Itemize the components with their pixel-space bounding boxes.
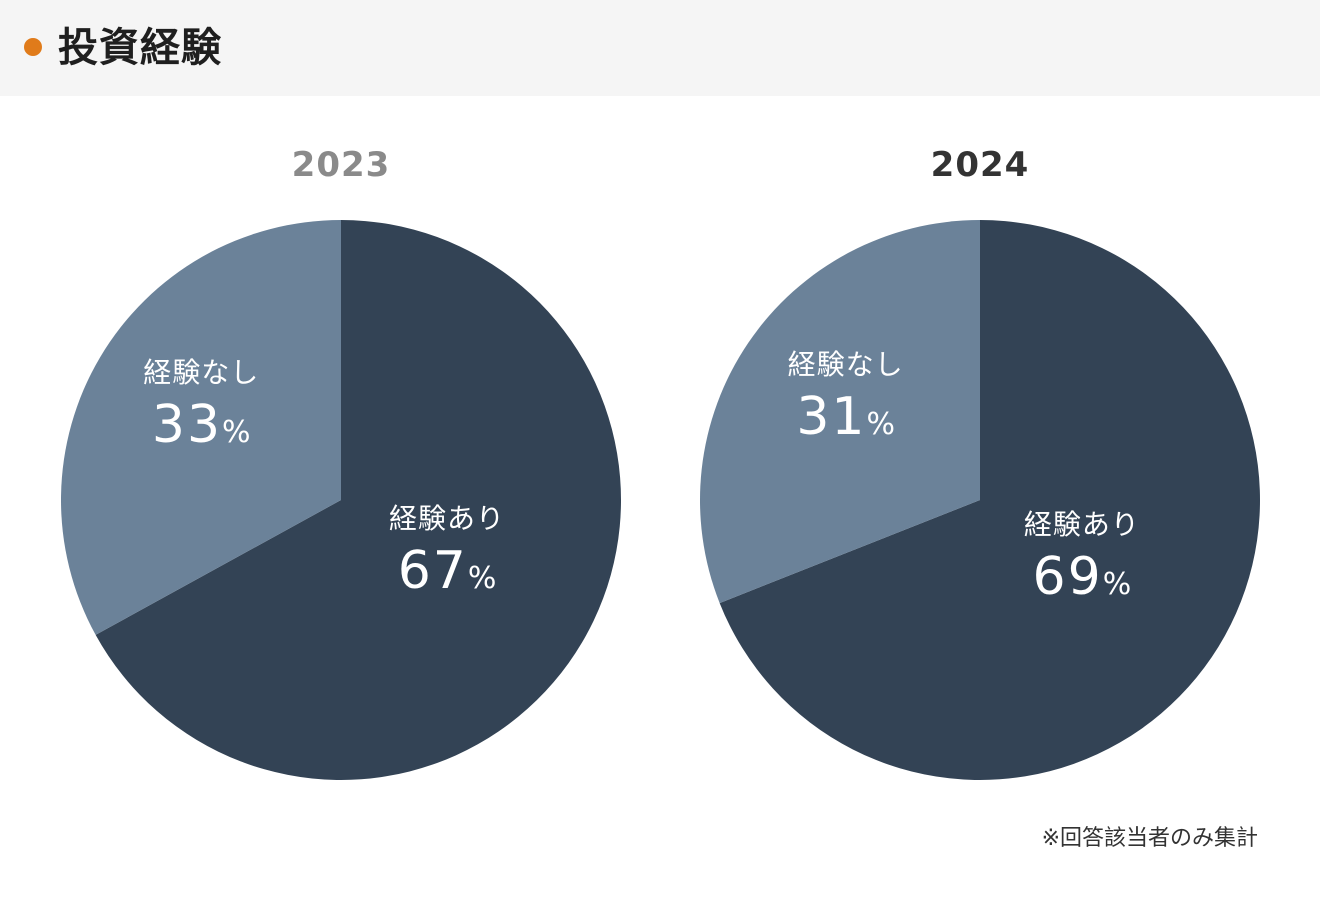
slice-unit: % bbox=[1102, 567, 1132, 603]
slice-value: 31% bbox=[736, 389, 956, 457]
slice-number: 33 bbox=[151, 395, 223, 456]
slice-unit: % bbox=[866, 406, 896, 442]
pie-svg bbox=[61, 220, 621, 780]
chart-title: 2024 bbox=[930, 145, 1030, 185]
pie-slice-experience bbox=[95, 220, 621, 780]
slice-number: 31 bbox=[796, 386, 867, 447]
chart-title: 2023 bbox=[291, 145, 391, 185]
page-title: 投資経験 bbox=[58, 25, 222, 71]
slice-label-experience: 経験あり 69% bbox=[972, 507, 1192, 617]
slice-label-no-experience: 経験なし 33% bbox=[91, 355, 311, 465]
slice-name: 経験あり bbox=[1023, 508, 1140, 542]
slice-name: 経験なし bbox=[143, 356, 260, 390]
pie-slice-no-experience bbox=[61, 220, 342, 635]
pie-chart-2023: 2023 経験なし 33% 経験あり 67% bbox=[31, 140, 651, 800]
pie-slice-no-experience bbox=[700, 220, 980, 604]
bullet-dot-icon bbox=[24, 38, 42, 56]
page-header: 投資経験 bbox=[0, 0, 1320, 96]
pie-svg bbox=[700, 220, 1260, 780]
pie-chart-2024: 2024 経験なし 31% 経験あり 69% bbox=[670, 140, 1290, 800]
footnote: ※回答該当者のみ集計 bbox=[1041, 826, 1258, 851]
slice-number: 67 bbox=[397, 540, 468, 601]
slice-value: 69% bbox=[972, 549, 1192, 617]
slice-label-no-experience: 経験なし 31% bbox=[736, 347, 956, 457]
slice-number: 69 bbox=[1032, 547, 1103, 608]
slice-value: 33% bbox=[91, 397, 311, 465]
slice-value: 67% bbox=[337, 543, 557, 611]
slice-name: 経験あり bbox=[389, 501, 506, 535]
slice-name: 経験なし bbox=[787, 347, 904, 381]
slice-unit: % bbox=[467, 560, 497, 596]
slice-label-experience: 経験あり 67% bbox=[337, 501, 557, 611]
slice-unit: % bbox=[222, 415, 251, 451]
pie-slice-experience bbox=[719, 220, 1260, 780]
